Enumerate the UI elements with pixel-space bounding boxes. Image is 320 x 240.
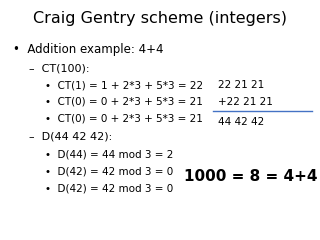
Text: +22 21 21: +22 21 21 (218, 97, 272, 107)
Text: •  D(42) = 42 mod 3 = 0: • D(42) = 42 mod 3 = 0 (45, 183, 173, 193)
Text: Craig Gentry scheme (integers): Craig Gentry scheme (integers) (33, 11, 287, 26)
Text: 44 42 42: 44 42 42 (218, 117, 264, 127)
Text: •  Addition example: 4+4: • Addition example: 4+4 (13, 43, 163, 56)
Text: 22 21 21: 22 21 21 (218, 80, 264, 90)
Text: •  D(44) = 44 mod 3 = 2: • D(44) = 44 mod 3 = 2 (45, 150, 173, 160)
Text: •  CT(0) = 0 + 2*3 + 5*3 = 21: • CT(0) = 0 + 2*3 + 5*3 = 21 (45, 97, 203, 107)
Text: •  D(42) = 42 mod 3 = 0: • D(42) = 42 mod 3 = 0 (45, 167, 173, 177)
Text: –  CT(100):: – CT(100): (29, 63, 89, 73)
Text: •  CT(1) = 1 + 2*3 + 5*3 = 22: • CT(1) = 1 + 2*3 + 5*3 = 22 (45, 80, 203, 90)
Text: •  CT(0) = 0 + 2*3 + 5*3 = 21: • CT(0) = 0 + 2*3 + 5*3 = 21 (45, 114, 203, 124)
Text: 1000 = 8 = 4+4: 1000 = 8 = 4+4 (184, 169, 317, 184)
Text: –  D(44 42 42):: – D(44 42 42): (29, 132, 112, 142)
